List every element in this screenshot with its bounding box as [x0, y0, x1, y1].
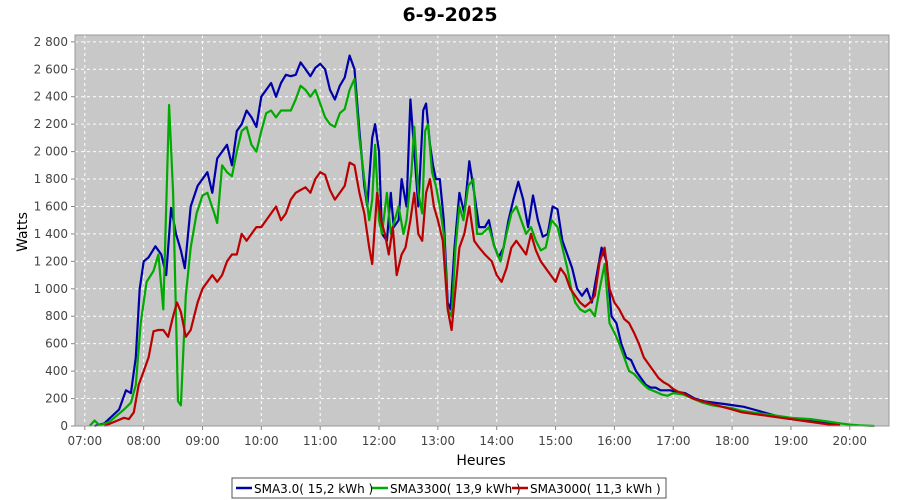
chart-title: 6-9-2025: [402, 4, 497, 26]
y-tick-label: 2 200: [34, 117, 68, 131]
x-tick-label: 08:00: [126, 434, 161, 448]
x-tick-label: 11:00: [303, 434, 338, 448]
legend-label: SMA3.0( 15,2 kWh ): [254, 482, 373, 496]
plot-border: [74, 34, 890, 427]
y-tick-label: 2 400: [34, 90, 68, 104]
plot-background: [75, 35, 889, 426]
y-tick-label: 1 800: [34, 172, 68, 186]
y-tick-label: 0: [60, 419, 68, 433]
x-tick-label: 14:00: [479, 434, 514, 448]
y-tick-label: 2 800: [34, 35, 68, 49]
axes: [74, 34, 890, 427]
x-tick-label: 10:00: [244, 434, 279, 448]
y-axis-ticks: 0 200 400 600 800 1 000 1 200 1 400 1 600 1 800 2 …: [34, 35, 75, 433]
y-tick-label: 2 000: [34, 145, 68, 159]
y-tick-label: 400: [45, 364, 68, 378]
y-tick-label: 1 400: [34, 227, 68, 241]
x-tick-label: 20:00: [832, 434, 867, 448]
x-tick-label: 16:00: [597, 434, 632, 448]
plot-area: [75, 35, 889, 426]
series-line-3: [103, 161, 841, 428]
x-tick-label: 09:00: [185, 434, 220, 448]
x-tick-label: 15:00: [538, 434, 573, 448]
series-line-2: [88, 77, 875, 428]
x-axis-ticks: 07:00 08:00 09:00 10:00 11:00 12:00 13:00 14:00…: [68, 426, 867, 448]
x-tick-label: 17:00: [656, 434, 691, 448]
legend: SMA3.0( 15,2 kWh ) SMA3300( 13,9 kWh ) SMA…: [231, 477, 667, 499]
y-tick-label: 800: [45, 309, 68, 323]
series-lines: [88, 54, 875, 428]
legend-label: SMA3300( 13,9 kWh ): [390, 482, 521, 496]
y-tick-label: 1 600: [34, 199, 68, 213]
y-tick-label: 200: [45, 392, 68, 406]
x-tick-label: 12:00: [362, 434, 397, 448]
y-tick-label: 1 000: [34, 282, 68, 296]
x-axis-label: Heures: [456, 453, 505, 469]
series-line-1: [94, 54, 841, 428]
x-tick-label: 18:00: [715, 434, 750, 448]
y-tick-label: 2 600: [34, 62, 68, 76]
x-tick-label: 13:00: [421, 434, 456, 448]
y-tick-label: 600: [45, 337, 68, 351]
x-tick-label: 19:00: [774, 434, 809, 448]
y-tick-label: 1 200: [34, 254, 68, 268]
grid: [75, 35, 889, 426]
legend-label: SMA3000( 11,3 kWh ): [530, 482, 661, 496]
legend-box: [231, 477, 667, 499]
y-axis-label: Watts: [15, 212, 31, 252]
x-tick-label: 07:00: [68, 434, 103, 448]
